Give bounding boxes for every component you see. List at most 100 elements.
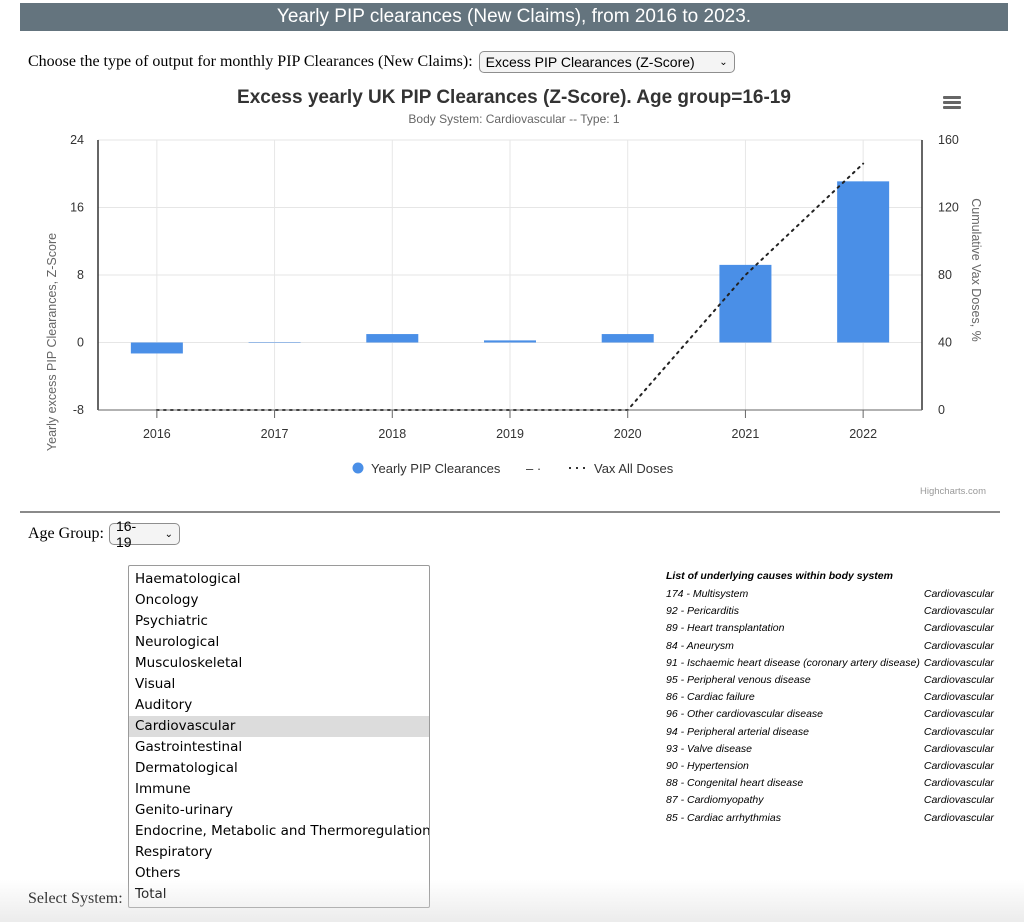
cause-row: 84 - Aneurysm Cardiovascular [666, 638, 994, 655]
cause-name: 95 - Peripheral venous disease [666, 674, 811, 687]
cause-system: Cardiovascular [923, 588, 994, 600]
y-axis-left-label: Yearly excess PIP Clearances, Z-Score [45, 233, 59, 451]
menu-bar [943, 101, 961, 104]
cause-name: 88 - Congenital heart disease [666, 777, 804, 790]
bar-2020[interactable] [601, 334, 654, 343]
y-left-tick-label: -8 [73, 403, 84, 417]
page-banner-title: Yearly PIP clearances (New Claims), from… [20, 3, 1008, 31]
cause-system: Cardiovascular [923, 691, 994, 704]
age-group-row: Age Group: 16-19 ⌄ [28, 518, 180, 550]
bar-2016[interactable] [130, 342, 183, 354]
system-option[interactable]: Haematological [135, 571, 241, 587]
bar-2018[interactable] [366, 334, 419, 343]
cause-name: 90 - Hypertension [666, 760, 749, 773]
age-group-label: Age Group: [28, 525, 104, 542]
chart-title: Excess yearly UK PIP Clearances (Z-Score… [237, 87, 791, 108]
cause-name: 87 - Cardiomyopathy [666, 794, 764, 807]
legend-label-vax: Vax All Doses [594, 461, 674, 476]
cause-name: 93 - Valve disease [666, 742, 752, 755]
cause-row: 95 - Peripheral venous disease Cardiovasc… [666, 672, 994, 689]
y-left-tick-label: 8 [77, 268, 84, 282]
system-option[interactable]: Psychiatric [135, 613, 208, 629]
y-right-tick-label: 120 [938, 201, 959, 215]
cause-name: 86 - Cardiac failure [666, 691, 755, 704]
cause-system: Cardiovascular [923, 639, 994, 652]
system-option[interactable]: Gastrointestinal [135, 739, 243, 755]
cause-system: Cardiovascular [923, 811, 994, 824]
y-right-tick-label: 0 [938, 403, 945, 417]
pip-clearances-chart: -8 0 8 16 24 0 40 80 120 160 2016 2017 2018 2019 2020 2… [45, 87, 986, 497]
system-option[interactable]: Endocrine, Metabolic and Thermoregulatio… [135, 823, 430, 839]
cause-row: 94 - Peripheral arterial disease Cardiova… [666, 724, 994, 741]
system-option[interactable]: Visual [135, 676, 176, 692]
cause-name: 85 - Cardiac arrhythmias [666, 811, 781, 824]
cause-name: 94 - Peripheral arterial disease [666, 725, 809, 738]
system-option[interactable]: Cardiovascular [129, 716, 429, 737]
chart-legend: Yearly PIP Clearances – · Vax All Doses [352, 461, 674, 476]
cause-system: Cardiovascular [923, 605, 994, 618]
menu-bar [943, 106, 961, 109]
x-tick-label: 2019 [496, 427, 524, 441]
causes-table: 174 - Multisystem Cardiovascular 92 - Peri… [666, 586, 994, 827]
bar-2022[interactable] [837, 181, 890, 343]
chart-container: -8 0 8 16 24 0 40 80 120 160 2016 2017 2018 2019 2020 2… [20, 82, 1008, 502]
x-tick-label: 2017 [261, 427, 289, 441]
chart-grid [98, 139, 922, 411]
x-tick-label: 2016 [143, 427, 171, 441]
system-option[interactable]: Musculoskeletal [135, 655, 243, 671]
cause-row: 85 - Cardiac arrhythmias Cardiovascular [666, 810, 994, 827]
menu-bar [943, 96, 961, 99]
bar-series [130, 181, 890, 354]
cause-row: 92 - Pericarditis Cardiovascular [666, 603, 994, 620]
cause-row: 90 - Hypertension Cardiovascular [666, 758, 994, 775]
cause-row: 86 - Cardiac failure Cardiovascular [666, 689, 994, 706]
cause-system: Cardiovascular [923, 742, 994, 755]
x-tick-label: 2021 [732, 427, 760, 441]
output-type-selected-value: Excess PIP Clearances (Z-Score) [485, 54, 695, 70]
legend-item-vax-all-doses[interactable]: Vax All Doses [569, 461, 674, 476]
underlying-causes-panel: List of underlying causes within body sy… [666, 570, 994, 827]
cause-row: 87 - Cardiomyopathy Cardiovascular [666, 792, 994, 809]
cause-row: 96 - Other cardiovascular disease Cardiov… [666, 706, 994, 723]
system-option[interactable]: Auditory [135, 697, 193, 713]
cause-name: 84 - Aneurysm [666, 639, 734, 652]
cause-name: 91 - Ischaemic heart disease (coronary a… [666, 656, 920, 669]
x-tick-label: 2018 [378, 427, 406, 441]
y-right-tick-label: 80 [938, 268, 952, 282]
cause-name: 96 - Other cardiovascular disease [666, 708, 823, 721]
system-option[interactable]: Immune [135, 781, 191, 797]
cause-name: 174 - Multisystem [666, 588, 749, 600]
system-option[interactable]: Neurological [135, 634, 220, 650]
chart-menu-icon[interactable] [943, 96, 961, 110]
cause-system: Cardiovascular [923, 656, 994, 669]
output-type-label: Choose the type of output for monthly PI… [28, 53, 473, 70]
legend-bar-symbol [352, 462, 364, 474]
highcharts-credits[interactable]: Highcharts.com [920, 486, 986, 497]
output-type-select[interactable]: Excess PIP Clearances (Z-Score) ⌄ [478, 51, 735, 73]
cause-row: 93 - Valve disease Cardiovascular [666, 741, 994, 758]
bar-2019[interactable] [484, 340, 536, 343]
system-listbox[interactable]: Haematological Oncology Psychiatric Neurolo… [128, 565, 430, 908]
cause-row: 91 - Ischaemic heart disease (coronary a… [666, 655, 994, 672]
output-type-row: Choose the type of output for monthly PI… [28, 51, 735, 73]
bar-2021[interactable] [719, 264, 772, 343]
system-option[interactable]: Respiratory [135, 844, 213, 860]
y-left-tick-label: 0 [77, 336, 84, 350]
system-option[interactable]: Genito-urinary [135, 802, 233, 818]
cause-name: 92 - Pericarditis [666, 605, 739, 618]
legend-item-yearly-pip-clearances[interactable]: Yearly PIP Clearances [352, 461, 501, 476]
cause-row: 89 - Heart transplantation Cardiovascular [666, 620, 994, 637]
causes-header: List of underlying causes within body sy… [666, 570, 893, 582]
system-option[interactable]: Oncology [135, 592, 199, 608]
cause-system: Cardiovascular [923, 622, 994, 635]
cause-row: 88 - Congenital heart disease Cardiovascu… [666, 775, 994, 792]
cause-system: Cardiovascular [923, 760, 994, 773]
cause-system: Cardiovascular [923, 725, 994, 738]
x-tick-label: 2020 [614, 427, 642, 441]
y-right-tick-label: 40 [938, 336, 952, 350]
system-option[interactable]: Others [135, 865, 181, 881]
age-group-select[interactable]: 16-19 ⌄ [108, 518, 180, 550]
system-option[interactable]: Total [135, 886, 167, 902]
bar-2017[interactable] [248, 342, 301, 344]
system-option[interactable]: Dermatological [135, 760, 238, 776]
